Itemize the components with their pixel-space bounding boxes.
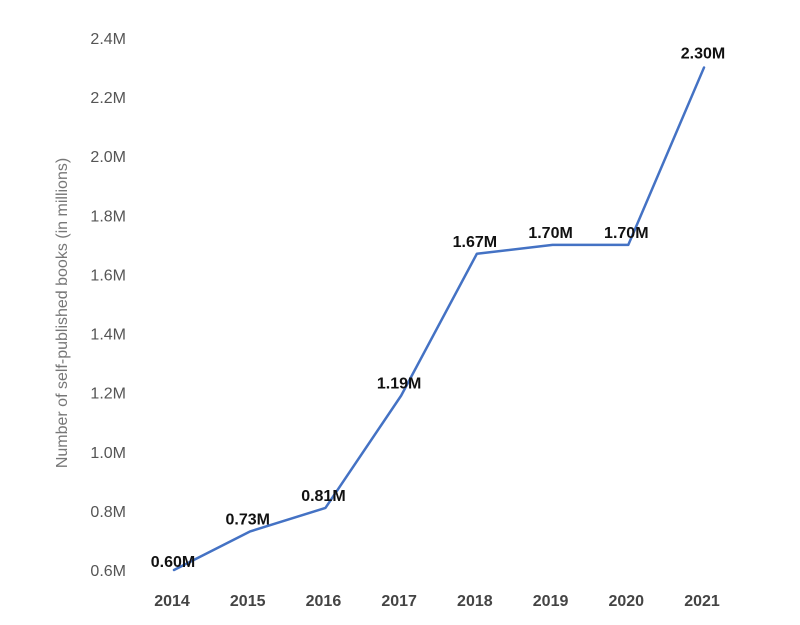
x-tick-label: 2015: [230, 593, 266, 610]
y-tick-label: 1.0M: [90, 445, 126, 462]
series-group: [172, 66, 706, 572]
y-tick-label: 0.8M: [90, 504, 126, 521]
x-tick-label: 2021: [684, 593, 720, 610]
data-label: 1.70M: [604, 225, 648, 242]
data-label: 1.19M: [377, 376, 421, 393]
x-tick-label: 2020: [608, 593, 644, 610]
y-tick-label: 2.4M: [90, 31, 126, 48]
x-tick-label: 2014: [154, 593, 190, 610]
data-label: 1.70M: [528, 225, 572, 242]
y-axis-ticks: 0.6M 0.8M 1.0M 1.2M 1.4M 1.6M 1.8M 2.0M 2.2M 2.4M: [90, 31, 126, 580]
x-tick-label: 2019: [533, 593, 569, 610]
x-tick-label: 2017: [381, 593, 417, 610]
y-tick-label: 2.2M: [90, 90, 126, 107]
y-tick-label: 1.8M: [90, 208, 126, 225]
data-label: 0.81M: [301, 488, 345, 505]
y-axis-label-group: Number of self-published books (in milli…: [54, 158, 71, 468]
data-label: 1.67M: [453, 234, 497, 251]
y-tick-label: 2.0M: [90, 149, 126, 166]
y-tick-label: 1.4M: [90, 327, 126, 344]
data-label: 2.30M: [681, 46, 725, 63]
series-line: [172, 66, 706, 572]
x-axis-ticks: 2014 2015 2016 2017 2018 2019 2020 2021: [154, 593, 720, 610]
data-label: 0.73M: [225, 512, 269, 529]
y-tick-label: 1.2M: [90, 386, 126, 403]
y-tick-label: 1.6M: [90, 267, 126, 284]
x-tick-label: 2018: [457, 593, 493, 610]
data-labels: 0.60M 0.73M 0.81M 1.19M 1.67M 1.70M 1.70M 2.30M: [151, 46, 725, 571]
y-axis-label: Number of self-published books (in milli…: [54, 158, 71, 468]
data-label: 0.60M: [151, 554, 195, 571]
x-tick-label: 2016: [306, 593, 342, 610]
y-tick-label: 0.6M: [90, 563, 126, 580]
